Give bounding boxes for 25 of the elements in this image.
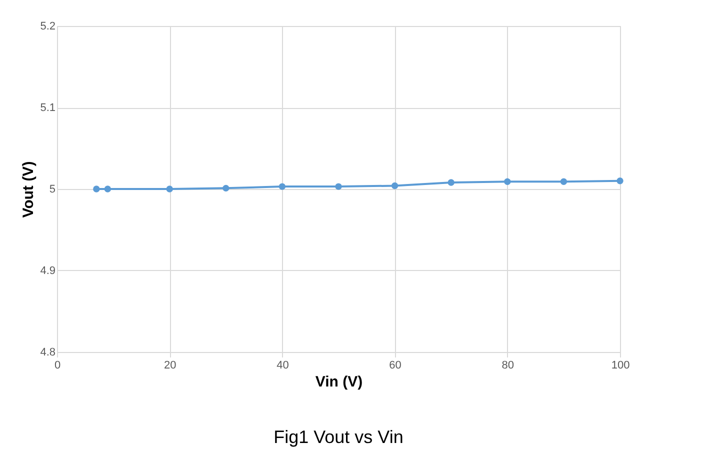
x-tick-label: 60 bbox=[389, 360, 402, 372]
x-axis-title: Vin (V) bbox=[315, 374, 363, 390]
text: Fig1 Vout vs Vin bbox=[274, 427, 404, 447]
y-tick-label: 5.1 bbox=[40, 102, 56, 114]
x-tick-label: 0 bbox=[54, 360, 61, 372]
x-tick-label: 80 bbox=[502, 360, 514, 372]
y-tick-label: 4.8 bbox=[40, 346, 56, 358]
point bbox=[391, 182, 398, 190]
point bbox=[104, 186, 112, 192]
point bbox=[166, 186, 173, 192]
point bbox=[278, 183, 286, 190]
point bbox=[616, 178, 624, 184]
point bbox=[93, 186, 100, 192]
point bbox=[222, 184, 230, 192]
y-tick-label: 4.9 bbox=[40, 265, 56, 277]
y-axis-title: Vout (V) bbox=[20, 161, 38, 218]
x-tick-label: 40 bbox=[276, 360, 289, 372]
point bbox=[448, 179, 454, 186]
y-tick-label: 5.2 bbox=[40, 20, 56, 32]
point bbox=[335, 183, 342, 190]
x-tick-label: 20 bbox=[164, 360, 176, 372]
point bbox=[560, 178, 568, 186]
y-tick-label: 5 bbox=[49, 184, 56, 196]
point bbox=[504, 178, 511, 186]
x-tick-label: 100 bbox=[611, 360, 630, 372]
